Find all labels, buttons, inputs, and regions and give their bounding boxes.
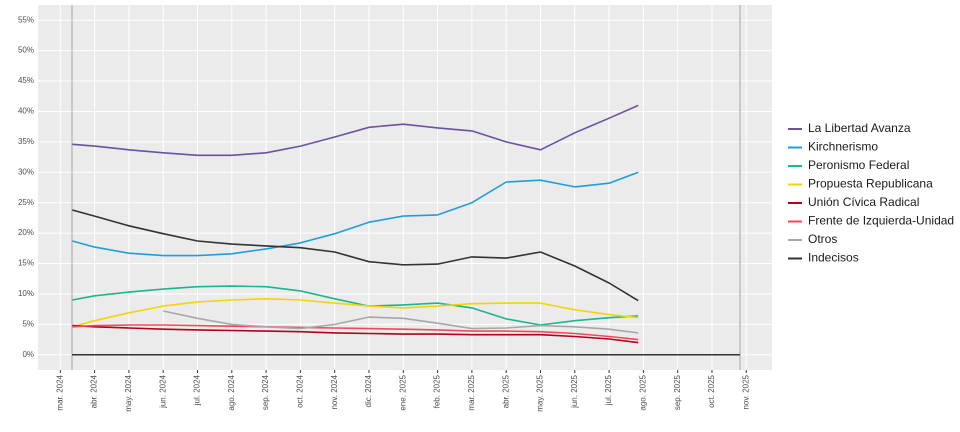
x-tick-label: ago. 2025 [638,374,647,410]
y-tick-label: 35% [18,137,34,146]
x-tick-label: oct. 2024 [295,374,304,407]
x-tick-label: jul. 2024 [193,374,202,406]
x-tick-label: feb. 2025 [433,374,442,408]
x-tick-label: sep. 2025 [673,374,682,410]
legend-label: Unión Cívica Radical [808,195,919,209]
series-line [72,209,639,302]
series-line [72,298,639,328]
y-tick-label: 55% [18,15,34,24]
y-tick-label: 15% [18,259,34,268]
legend-label: Peronismo Federal [808,158,909,172]
x-tick-label: jul. 2025 [604,374,613,406]
legend-label: La Libertad Avanza [808,121,911,135]
x-tick-label: ene. 2025 [398,374,407,410]
legend-label: Otros [808,232,837,246]
legend-label: Kirchnerismo [808,140,878,154]
series-line [72,324,639,341]
y-tick-label: 45% [18,76,34,85]
legend-label: Indecisos [808,251,859,265]
x-tick-label: abr. 2024 [90,374,99,408]
y-tick-label: 25% [18,198,34,207]
x-tick-label: mar. 2025 [467,374,476,410]
x-tick-label: ago. 2024 [227,374,236,410]
series-line [163,310,639,334]
legend: La Libertad Avanza Kirchnerismo Peronismo … [788,121,954,265]
x-tick-label: oct. 2025 [707,374,716,407]
x-tick-label: jun. 2025 [570,374,579,408]
series-line [72,104,639,157]
x-tick-label: nov. 2024 [330,374,339,409]
x-tick-label: nov. 2025 [741,374,750,409]
legend-label: Propuesta Republicana [808,177,933,191]
x-tick-label: may. 2025 [536,374,545,411]
y-tick-label: 40% [18,107,34,116]
y-tick-label: 10% [18,289,34,298]
plot-panel [38,5,772,370]
y-tick-label: 20% [18,228,34,237]
x-tick-label: mar. 2024 [55,374,64,410]
y-tick-label: 50% [18,46,34,55]
y-tick-label: 5% [22,319,34,328]
x-tick-label: dic. 2024 [364,374,373,407]
x-tick-label: abr. 2025 [501,374,510,408]
x-tick-label: jun. 2024 [158,374,167,408]
y-tick-label: 30% [18,167,34,176]
y-tick-label: 0% [22,350,34,359]
series-line [72,285,639,326]
x-tick-label: sep. 2024 [261,374,270,410]
series-line [72,171,639,257]
legend-label: Frente de Izquierda-Unidad [808,214,954,228]
x-tick-label: may. 2024 [124,374,133,411]
grid [38,5,772,370]
lines [72,104,740,356]
series-line [72,324,639,344]
